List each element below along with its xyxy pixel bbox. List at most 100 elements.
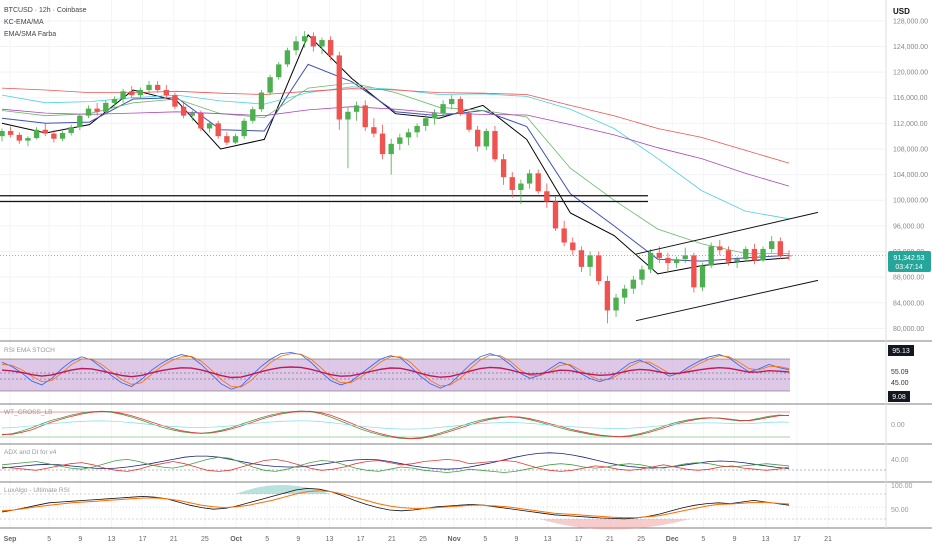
candle[interactable] — [284, 47, 291, 67]
candle[interactable] — [743, 246, 749, 262]
candle[interactable] — [397, 133, 403, 151]
candle[interactable] — [362, 100, 368, 132]
candle[interactable] — [302, 31, 308, 48]
candle[interactable] — [353, 101, 360, 121]
candle[interactable] — [215, 120, 221, 139]
candle[interactable] — [483, 128, 489, 151]
candle[interactable] — [293, 36, 299, 56]
candle[interactable] — [77, 113, 83, 131]
candle[interactable] — [440, 100, 446, 117]
channel-upper-line[interactable] — [635, 211, 819, 255]
candle[interactable] — [276, 61, 282, 80]
candle[interactable] — [129, 86, 135, 98]
candle[interactable] — [379, 124, 386, 160]
candle[interactable] — [492, 125, 498, 162]
candle[interactable] — [570, 237, 576, 256]
candle[interactable] — [682, 247, 688, 264]
candle[interactable] — [699, 263, 706, 292]
candle[interactable] — [267, 74, 273, 96]
candle[interactable] — [0, 128, 5, 142]
candle[interactable] — [691, 252, 697, 293]
candle[interactable] — [596, 251, 602, 285]
candle[interactable] — [198, 110, 204, 132]
stoch-pane-label[interactable]: RSI EMA STOCH — [4, 347, 55, 354]
adx-pane-label[interactable]: ADX and DI for v4 — [4, 449, 57, 456]
candle[interactable] — [206, 120, 213, 133]
candle[interactable] — [673, 256, 680, 269]
candle[interactable] — [500, 154, 507, 185]
candle[interactable] — [622, 284, 628, 305]
candle[interactable] — [449, 95, 455, 110]
candle[interactable] — [639, 265, 645, 285]
candle[interactable] — [336, 51, 342, 130]
candle[interactable] — [16, 132, 22, 144]
candle[interactable] — [613, 293, 619, 317]
candle[interactable] — [59, 131, 66, 142]
candle[interactable] — [535, 169, 541, 194]
candle[interactable] — [431, 109, 438, 125]
candle[interactable] — [94, 102, 100, 116]
candle[interactable] — [474, 125, 481, 152]
candle[interactable] — [578, 246, 585, 272]
candle[interactable] — [561, 220, 567, 247]
candle[interactable] — [172, 92, 178, 110]
candle[interactable] — [146, 81, 152, 94]
candle[interactable] — [241, 118, 247, 139]
candle[interactable] — [51, 129, 57, 143]
candle[interactable] — [725, 246, 732, 266]
candles[interactable] — [0, 31, 792, 324]
symbol-title[interactable]: BTCUSD · 12h · Coinbase — [4, 7, 87, 14]
candle[interactable] — [647, 248, 654, 274]
candle[interactable] — [42, 123, 48, 137]
candle[interactable] — [587, 251, 593, 276]
indicator-kc-ema[interactable]: KC-EMA/MA — [4, 19, 44, 26]
candle[interactable] — [405, 128, 412, 146]
candle[interactable] — [180, 102, 187, 119]
trend-channel[interactable] — [635, 211, 819, 322]
candle[interactable] — [760, 246, 766, 262]
candle[interactable] — [630, 275, 637, 294]
candle[interactable] — [250, 106, 256, 124]
candle[interactable] — [327, 36, 334, 61]
candle[interactable] — [509, 172, 515, 198]
candle[interactable] — [120, 88, 126, 103]
candle[interactable] — [103, 100, 109, 115]
candle[interactable] — [310, 32, 317, 52]
candle[interactable] — [734, 256, 740, 269]
candle[interactable] — [604, 275, 611, 324]
rsi-pane-label[interactable]: LuxAlgo - Ultimate RSI — [4, 487, 70, 494]
candle[interactable] — [414, 123, 420, 138]
candle[interactable] — [137, 87, 144, 99]
candle[interactable] — [111, 96, 118, 107]
candle[interactable] — [189, 110, 195, 121]
candle[interactable] — [163, 84, 169, 99]
channel-lower-line[interactable] — [635, 279, 819, 322]
candle[interactable] — [25, 136, 31, 147]
wt-pane-label[interactable]: WT_CROSS_LB — [4, 409, 53, 416]
candle[interactable] — [708, 242, 714, 269]
candle[interactable] — [526, 169, 533, 189]
candle[interactable] — [777, 237, 784, 260]
candle[interactable] — [552, 196, 559, 231]
candle[interactable] — [85, 105, 92, 119]
candle[interactable] — [717, 239, 723, 256]
candle[interactable] — [665, 252, 671, 272]
candle[interactable] — [518, 179, 524, 205]
candle[interactable] — [258, 90, 265, 112]
candle[interactable] — [319, 37, 325, 55]
candle[interactable] — [345, 106, 351, 169]
candle[interactable] — [544, 183, 550, 208]
candle[interactable] — [232, 133, 239, 144]
candle[interactable] — [751, 243, 758, 265]
candle[interactable] — [7, 126, 14, 138]
indicator-ema-sma[interactable]: EMA/SMA Farba — [4, 31, 57, 38]
candle[interactable] — [68, 124, 74, 136]
candle[interactable] — [154, 81, 161, 93]
candle[interactable] — [786, 250, 792, 261]
candle[interactable] — [388, 138, 394, 175]
candle[interactable] — [224, 132, 230, 146]
candle[interactable] — [371, 118, 377, 138]
candle[interactable] — [457, 96, 464, 116]
candle[interactable] — [33, 127, 40, 140]
